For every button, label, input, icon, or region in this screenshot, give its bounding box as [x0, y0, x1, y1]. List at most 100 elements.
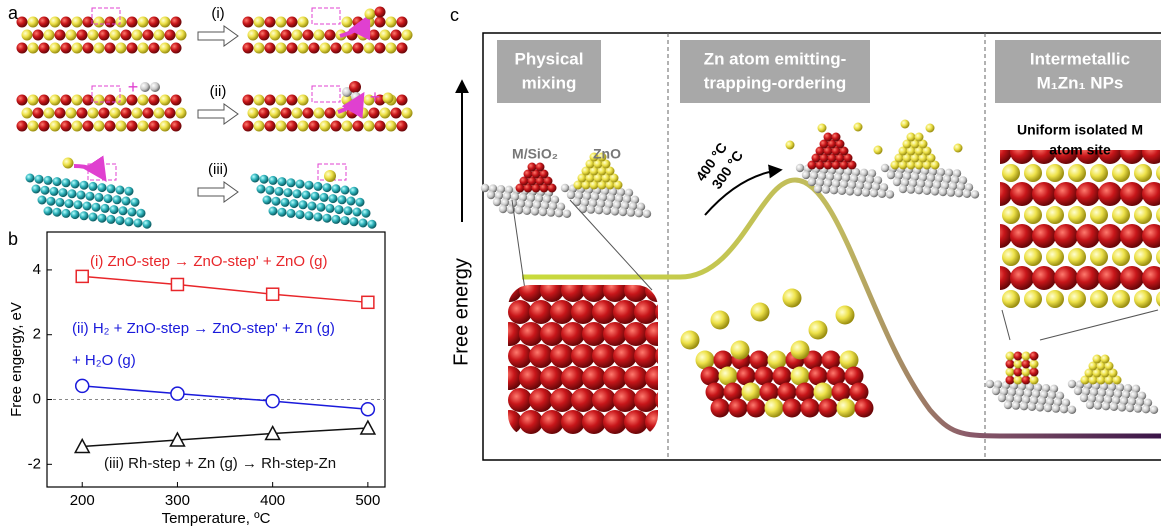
atom — [894, 153, 904, 163]
atom — [1002, 206, 1020, 224]
atom — [540, 285, 564, 302]
atom — [91, 202, 101, 212]
atom — [841, 173, 851, 183]
atom — [592, 388, 616, 412]
atom — [630, 195, 640, 204]
atom — [843, 167, 853, 176]
atom — [815, 178, 825, 187]
atom — [1115, 383, 1125, 392]
atom — [1024, 164, 1042, 182]
atom — [31, 184, 41, 194]
atom — [297, 42, 309, 54]
atom — [170, 42, 182, 54]
atom — [523, 169, 533, 179]
atom — [1032, 182, 1056, 206]
atom — [952, 169, 962, 178]
atom — [1093, 401, 1103, 410]
atom — [1127, 397, 1137, 406]
atom — [645, 410, 658, 434]
atom — [253, 94, 265, 106]
atom — [1073, 386, 1083, 396]
atom — [137, 16, 149, 28]
atom — [991, 386, 1001, 396]
marker — [73, 437, 91, 454]
atom — [1104, 361, 1114, 371]
atom — [106, 184, 116, 194]
atom — [1156, 207, 1160, 223]
stage-title: Physical — [515, 49, 584, 68]
atom — [527, 162, 537, 172]
atom — [508, 410, 522, 434]
atom — [307, 201, 317, 211]
atom — [612, 200, 622, 210]
atom — [636, 202, 646, 211]
atom — [308, 120, 320, 132]
atom — [1046, 248, 1064, 266]
atom — [319, 120, 331, 132]
atom — [374, 6, 386, 18]
atom — [898, 146, 908, 156]
atom — [274, 186, 284, 196]
atom — [112, 195, 122, 205]
atom — [813, 184, 823, 194]
atom — [1133, 404, 1143, 413]
atom — [807, 177, 817, 187]
atom — [906, 185, 916, 194]
atom — [385, 16, 397, 28]
atom — [115, 216, 125, 226]
atom — [60, 94, 72, 106]
atom — [1053, 398, 1063, 407]
atom — [618, 207, 628, 217]
atom — [540, 322, 564, 346]
atom — [88, 181, 98, 191]
atom — [374, 16, 386, 28]
atom — [1005, 375, 1015, 385]
atom — [103, 194, 113, 204]
atom — [498, 204, 508, 214]
atom — [70, 210, 80, 220]
atom — [1156, 249, 1160, 265]
atom — [1098, 266, 1122, 290]
atom — [582, 366, 606, 390]
atom — [104, 94, 116, 106]
atom — [705, 382, 725, 402]
atom — [159, 42, 171, 54]
atom — [723, 382, 743, 402]
atom — [922, 160, 932, 170]
atom — [924, 180, 934, 189]
atom — [634, 388, 658, 412]
atom — [529, 300, 553, 324]
atom — [40, 185, 50, 195]
atom — [548, 202, 558, 211]
atom — [330, 42, 342, 54]
atom — [999, 387, 1009, 396]
atom — [313, 29, 325, 41]
series-label: (iii) Rh-step + Zn (g) → Rh-step-Zn — [104, 455, 336, 472]
atom — [898, 160, 908, 170]
marker — [360, 401, 376, 417]
atom — [88, 212, 98, 222]
atom — [60, 120, 72, 132]
atom — [523, 183, 533, 193]
atom — [603, 285, 627, 302]
atom — [597, 180, 607, 190]
atom — [902, 153, 912, 163]
atom — [133, 218, 143, 228]
atom — [571, 300, 595, 324]
atom — [124, 186, 134, 196]
atom — [815, 160, 825, 170]
atom — [368, 29, 380, 41]
atom — [302, 107, 314, 119]
atom — [645, 366, 658, 390]
atom — [1112, 375, 1122, 385]
atom — [262, 195, 272, 205]
atom — [60, 42, 72, 54]
atom — [823, 146, 833, 156]
support-label: M/SiO₂ — [512, 146, 558, 162]
atom — [85, 191, 95, 201]
atom — [71, 120, 83, 132]
atom — [1037, 396, 1047, 406]
atom — [109, 29, 121, 41]
atom — [985, 379, 995, 389]
atom — [38, 94, 50, 106]
